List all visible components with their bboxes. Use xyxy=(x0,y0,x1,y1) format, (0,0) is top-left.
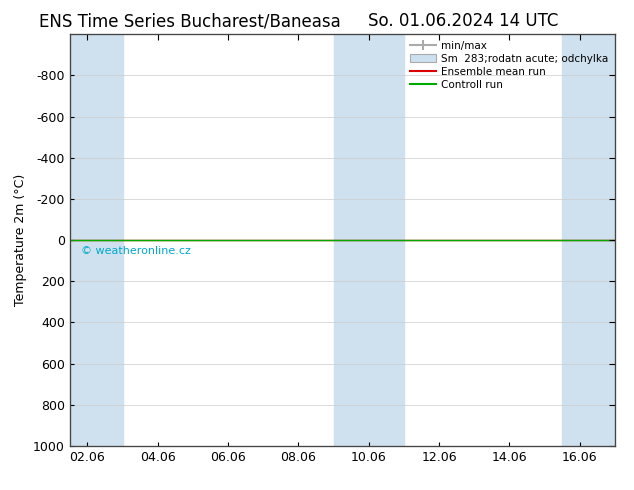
Legend: min/max, Sm  283;rodatn acute; odchylka, Ensemble mean run, Controll run: min/max, Sm 283;rodatn acute; odchylka, … xyxy=(406,36,613,94)
Bar xyxy=(70,34,122,446)
Text: © weatheronline.cz: © weatheronline.cz xyxy=(81,246,191,256)
Bar xyxy=(333,34,404,446)
Y-axis label: Temperature 2m (°C): Temperature 2m (°C) xyxy=(15,174,27,306)
Text: ENS Time Series Bucharest/Baneasa: ENS Time Series Bucharest/Baneasa xyxy=(39,12,341,30)
Bar xyxy=(562,34,615,446)
Text: So. 01.06.2024 14 UTC: So. 01.06.2024 14 UTC xyxy=(368,12,558,30)
